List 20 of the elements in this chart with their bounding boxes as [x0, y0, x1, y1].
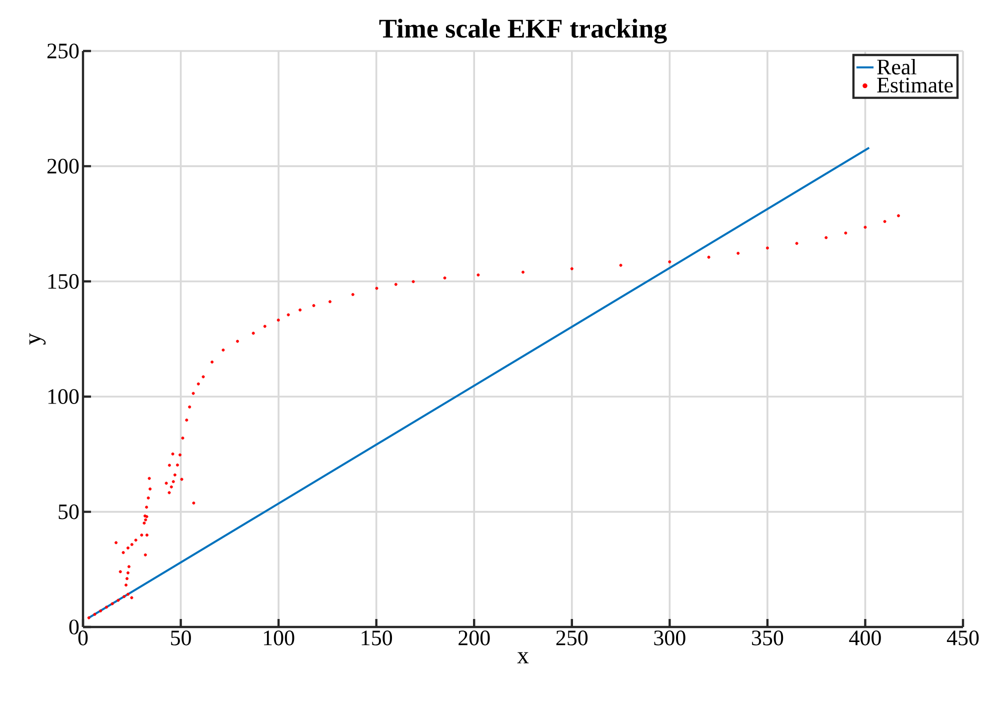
x-tick-label: 200 [458, 630, 490, 646]
x-tick-label: 450 [946, 630, 979, 646]
x-tick-label: 50 [171, 630, 191, 646]
y-tick-label: 100 [48, 389, 79, 404]
legend-label: Real [877, 58, 916, 74]
x-tick-label: 250 [556, 630, 588, 646]
x-tick-label: 150 [362, 630, 392, 646]
y-tick-label: 150 [48, 274, 79, 289]
y-tick-label: 50 [58, 504, 79, 520]
x-tick-label: 300 [654, 630, 686, 646]
y-tick-label: 250 [47, 44, 79, 58]
legend-label: Estimate [877, 78, 953, 93]
x-tick-label: 350 [752, 630, 784, 646]
x-tick-label: 400 [849, 630, 881, 646]
y-tick-label: 0 [69, 620, 79, 634]
y-axis-title: y [29, 333, 46, 345]
x-tick-label: 100 [264, 630, 294, 646]
y-tick-label: 200 [47, 158, 79, 174]
x-axis-title: x [517, 652, 529, 664]
chart-title: Time scale EKF tracking [379, 18, 667, 44]
